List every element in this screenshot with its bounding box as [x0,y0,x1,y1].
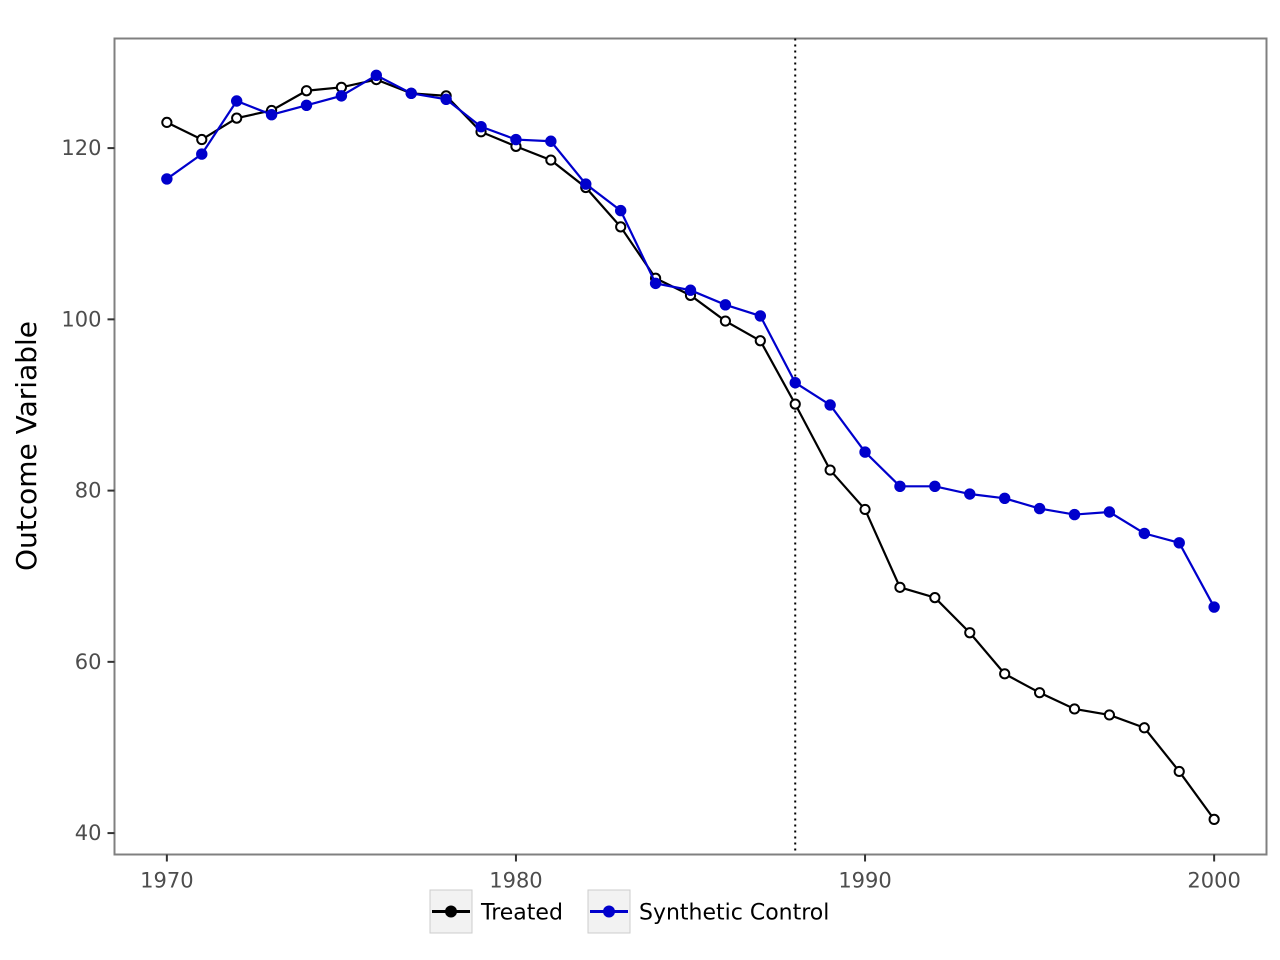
data-point [999,668,1011,680]
data-point [824,399,836,411]
data-point [161,173,173,185]
data-point [161,116,173,129]
data-point [300,99,313,111]
data-point [510,133,522,146]
data-point [1138,527,1151,540]
data-point [440,93,452,105]
data-point [859,503,871,516]
data-point [545,135,557,147]
x-tick-label: 1990 [838,869,891,893]
data-point [789,398,801,410]
legend: Treated Synthetic Control [429,889,829,934]
series-layer [161,69,1220,825]
data-point [1033,502,1046,515]
data-point [719,299,732,311]
data-point [684,284,697,296]
x-tick-label: 1970 [140,869,193,893]
data-point [614,204,627,217]
data-point [196,148,208,160]
data-point [1138,722,1150,734]
data-point [929,480,941,493]
y-tick-label: 40 [75,821,102,845]
plot-panel [113,37,1268,856]
data-point [231,112,243,124]
legend-label: Synthetic Control [639,901,829,926]
data-point [964,488,976,500]
data-point [1173,537,1185,549]
data-point [196,133,208,146]
data-point [335,90,348,102]
data-point [405,87,417,99]
data-point [1103,709,1116,721]
legend-item: Synthetic Control [587,889,829,934]
y-axis-title: Outcome Variable [10,321,43,571]
data-point [1173,765,1185,778]
data-point [964,627,976,639]
data-point [475,120,487,133]
data-point [370,69,383,82]
data-point [894,581,906,593]
data-point [1068,703,1081,715]
data-point [230,95,243,107]
data-point [754,335,766,347]
y-tick-label: 80 [75,479,102,503]
data-point [754,310,767,322]
data-point [615,221,627,233]
data-point [580,178,592,190]
data-point [998,492,1011,505]
x-tick-label: 1980 [489,869,542,893]
legend-key-marker [603,905,615,918]
data-point [1033,687,1046,699]
legend-item: Treated [429,889,563,934]
data-point [894,480,906,493]
data-point [300,85,313,97]
legend-label: Treated [480,901,563,926]
series-synthetic-control [161,69,1220,613]
data-point [929,592,941,604]
legend-key-marker [445,905,457,918]
x-tick-label: 2000 [1187,869,1240,893]
data-point [719,315,732,327]
y-tick-label: 120 [61,136,101,160]
data-point [1103,506,1116,518]
data-point [649,277,662,290]
y-tick-label: 60 [75,650,102,674]
data-point [265,109,278,121]
data-point [1208,601,1220,613]
data-point [824,464,836,476]
data-point [859,446,871,458]
data-point [545,154,557,166]
data-point [789,377,801,389]
data-point [1068,508,1081,521]
axis-layer: 40 60 80 100 120 1970 1980 1990 2000 [61,136,1240,892]
y-tick-label: 100 [61,307,101,331]
data-point [1208,813,1220,825]
